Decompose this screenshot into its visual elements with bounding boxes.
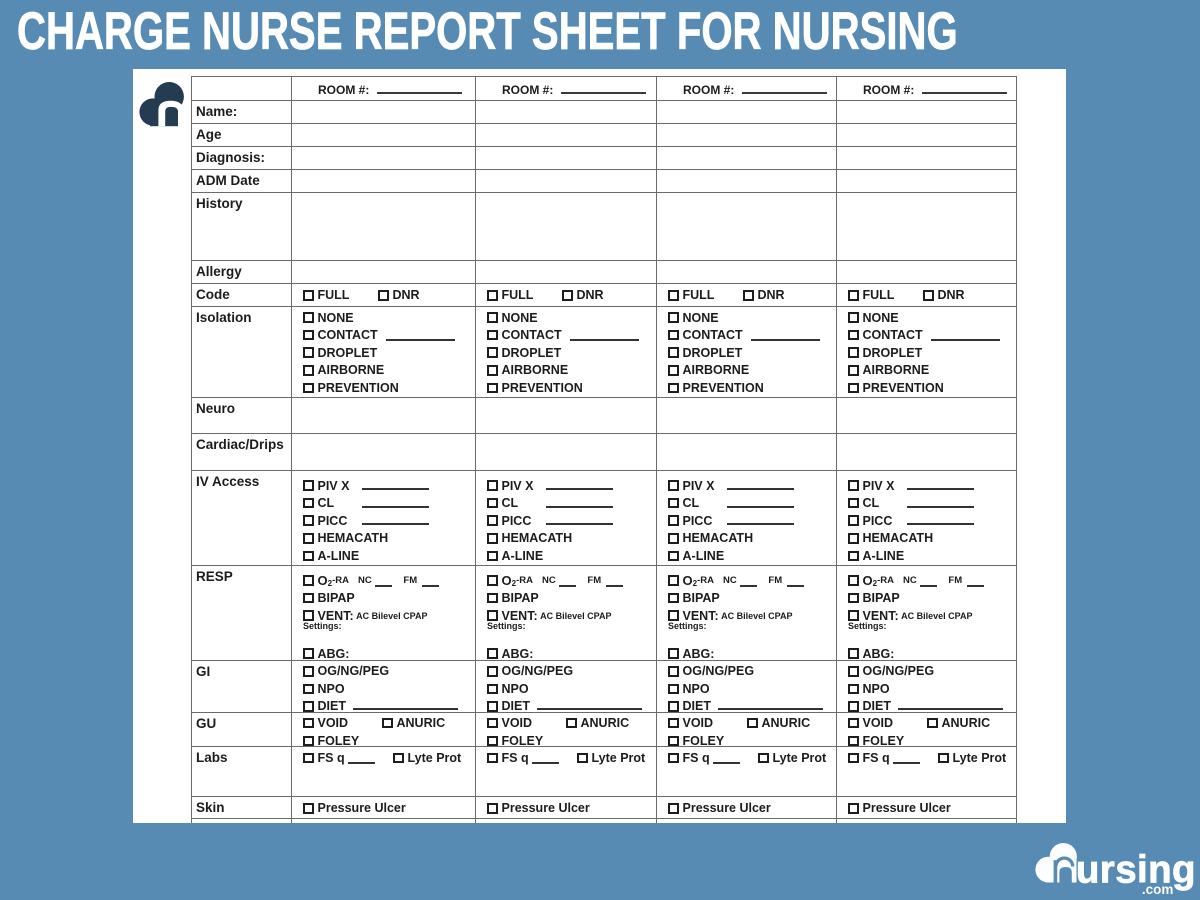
- svg-text:ursing: ursing: [1076, 848, 1196, 891]
- svg-text:.com: .com: [1142, 882, 1174, 897]
